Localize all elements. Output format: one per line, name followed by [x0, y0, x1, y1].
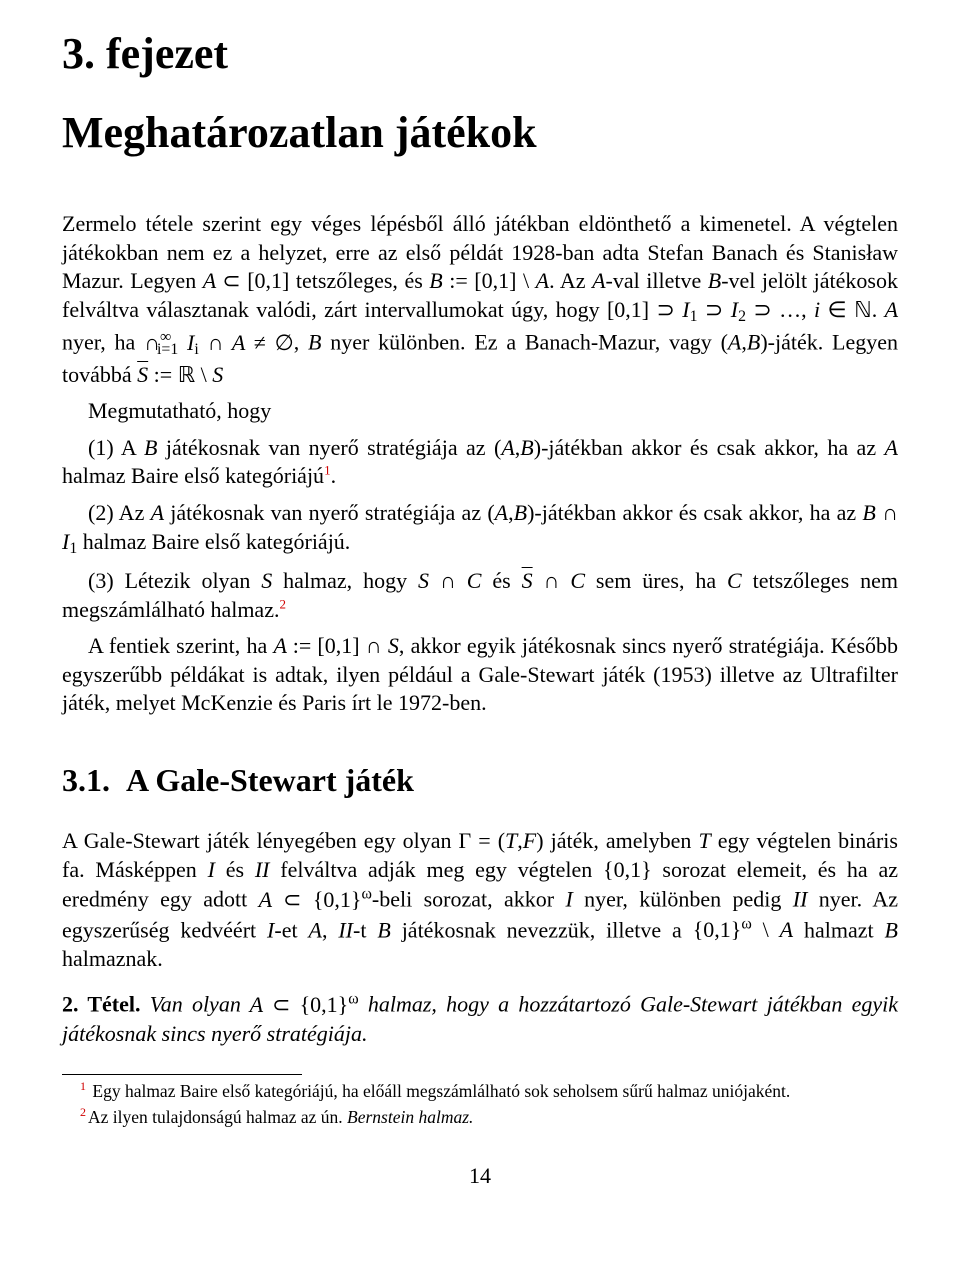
- math-II3: II: [338, 917, 353, 942]
- math-I: I: [208, 857, 215, 882]
- math-A01omega: A ⊂ {0,1}ω: [259, 887, 372, 912]
- math-T: T: [698, 828, 710, 853]
- math-A: A: [151, 500, 164, 525]
- intro-paragraph: Zermelo tétele szerint egy véges lépésbő…: [62, 210, 898, 389]
- section-title: 3.1. A Gale-Stewart játék: [62, 762, 898, 799]
- footnote-1: 1 Egy halmaz Baire első kategóriájú, ha …: [62, 1079, 898, 1103]
- text: A fentiek szerint, ha: [88, 633, 273, 658]
- theorem-label: 2. Tétel.: [62, 992, 140, 1017]
- text: ,: [322, 917, 338, 942]
- text: halmaz, hogy: [272, 568, 418, 593]
- theorem-body: Van olyan A ⊂ {0,1}ω halmaz, hogy a hozz…: [62, 992, 898, 1046]
- text: -beli sorozat, akkor: [372, 887, 566, 912]
- section-name: A Gale-Stewart játék: [126, 762, 414, 798]
- text: játékosnak nevezzük, illetve a: [391, 917, 693, 942]
- math-AB: (A,B): [487, 500, 534, 525]
- chapter-title: Meghatározatlan játékok: [62, 107, 898, 158]
- math-AB: (A,B): [494, 435, 541, 460]
- footnote-1-mark: 1: [80, 1079, 86, 1093]
- footnote-2: 2Az ilyen tulajdonságú halmaz az ún. Ber…: [62, 1105, 898, 1129]
- math-intersection: ∩∞i=1 Ii ∩ A ≠ ∅: [144, 330, 294, 355]
- math-B3: B: [377, 917, 390, 942]
- text: halmazt: [793, 917, 884, 942]
- page: 3. fejezet Meghatározatlan játékok Zerme…: [0, 0, 960, 1287]
- math-Adef: A := [0,1] ∩ S: [273, 633, 398, 658]
- text: (3) Létezik olyan: [88, 568, 261, 593]
- text: -et: [274, 917, 308, 942]
- text: halmaznak.: [62, 946, 163, 971]
- math-A: A: [592, 268, 605, 293]
- text: .: [331, 463, 337, 488]
- math-Sbar: S := ℝ \ S: [137, 362, 223, 387]
- math-th-A: A ⊂ {0,1}ω: [250, 992, 359, 1017]
- math-01omegaA: {0,1}ω \ A: [693, 917, 793, 942]
- item-2: (2) Az A játékosnak van nyerő stratégiáj…: [62, 499, 898, 559]
- text: -val illetve: [606, 268, 708, 293]
- math-B4: B: [885, 917, 898, 942]
- chapter-label: 3. fejezet: [62, 28, 898, 79]
- text: (2) Az: [88, 500, 151, 525]
- text: . Az: [549, 268, 592, 293]
- math-SbarC: S ∩ C: [522, 568, 585, 593]
- math-B: B: [708, 268, 721, 293]
- text: nyer különben. Ez a Banach-Mazur, vagy: [321, 330, 720, 355]
- conclusion-para: A fentiek szerint, ha A := [0,1] ∩ S, ak…: [62, 632, 898, 718]
- math-II2: II: [793, 887, 808, 912]
- math-B-def: B := [0,1] \ A: [429, 268, 549, 293]
- text: nyer, különben pedig: [573, 887, 793, 912]
- text: -játékban akkor és csak akkor, ha az: [534, 500, 862, 525]
- math-A-subset: A ⊂ [0,1]: [203, 268, 290, 293]
- text: felváltva adják meg egy végtelen: [270, 857, 604, 882]
- math-C: C: [727, 568, 742, 593]
- math-II: II: [255, 857, 270, 882]
- item-3: (3) Létezik olyan S halmaz, hogy S ∩ C é…: [62, 567, 898, 624]
- footnote-rule: [62, 1074, 302, 1075]
- item-1: (1) A B játékosnak van nyerő stratégiája…: [62, 434, 898, 491]
- text: nyer, ha: [62, 330, 144, 355]
- math-A: A: [885, 435, 898, 460]
- text: Van olyan: [150, 992, 250, 1017]
- text: -játékban akkor és csak akkor, ha az: [541, 435, 884, 460]
- math-S: S: [261, 568, 272, 593]
- math-B: B: [144, 435, 157, 460]
- theorem: 2. Tétel. Van olyan A ⊂ {0,1}ω halmaz, h…: [62, 989, 898, 1048]
- math-Gamma: Γ = (T,F): [459, 828, 544, 853]
- page-number: 14: [62, 1163, 898, 1189]
- section-number: 3.1.: [62, 762, 110, 798]
- text: sem üres, ha: [585, 568, 727, 593]
- math-B2: B: [308, 330, 321, 355]
- footnote-2-text-b: Bernstein halmaz.: [347, 1107, 473, 1127]
- footnote-2-mark: 2: [80, 1105, 86, 1119]
- math-AB: (A,B): [721, 330, 768, 355]
- footnote-ref-2[interactable]: 2: [279, 596, 286, 611]
- text: [359, 992, 368, 1017]
- footnote-1-text: Egy halmaz Baire első kategóriájú, ha el…: [88, 1081, 790, 1101]
- text: halmaz Baire első kategóriájú: [62, 463, 324, 488]
- text: ,: [294, 330, 308, 355]
- text: tetszőleges, és: [289, 268, 429, 293]
- text: .: [872, 297, 885, 322]
- footnote-2-text-a: Az ilyen tulajdonságú halmaz az ún.: [88, 1107, 347, 1127]
- text: játékosnak van nyerő stratégiája az: [157, 435, 494, 460]
- text: és: [481, 568, 521, 593]
- text: játékosnak van nyerő stratégiája az: [164, 500, 487, 525]
- text: halmaz Baire első kategóriájú.: [77, 529, 350, 554]
- math-A2: A: [885, 297, 898, 322]
- text: -t: [353, 917, 377, 942]
- math-intervals: [0,1] ⊃ I1 ⊃ I2 ⊃ …, i ∈ ℕ: [607, 297, 872, 322]
- text: és: [215, 857, 255, 882]
- text: A Gale-Stewart játék lényegében egy olya…: [62, 828, 459, 853]
- math-SC: S ∩ C: [418, 568, 481, 593]
- intro-indent: Megmutatható, hogy: [62, 397, 898, 426]
- text: (1) A: [88, 435, 144, 460]
- gs-paragraph: A Gale-Stewart játék lényegében egy olya…: [62, 827, 898, 973]
- math-A3: A: [308, 917, 321, 942]
- math-I2: I: [565, 887, 572, 912]
- text: játék, amelyben: [544, 828, 699, 853]
- math-01set: {0,1}: [603, 857, 652, 882]
